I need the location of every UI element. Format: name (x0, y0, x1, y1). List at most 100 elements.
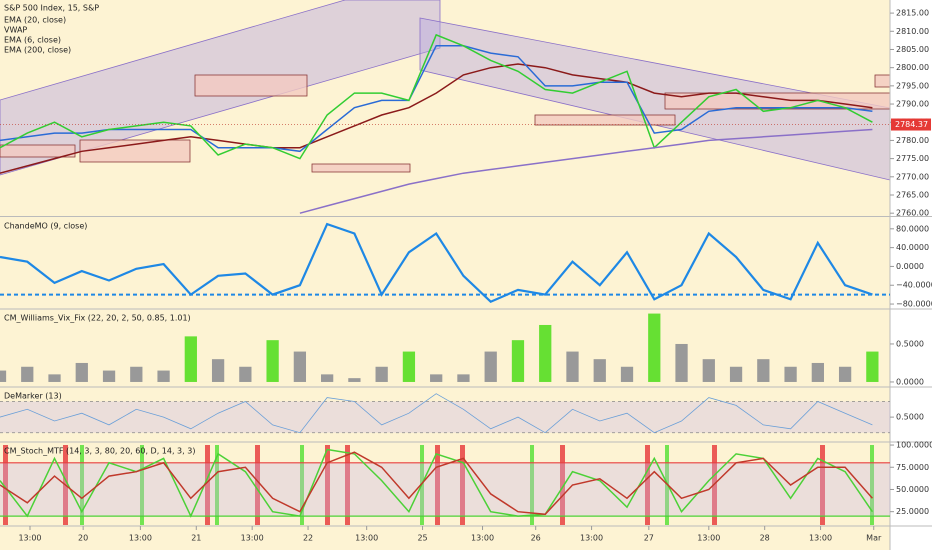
y-tick-label: 2800.00 (896, 63, 929, 72)
level-band (0, 401, 890, 433)
bar (729, 366, 743, 382)
bar (130, 366, 143, 382)
y-tick-label: 2765.00 (896, 190, 929, 199)
signal (820, 445, 825, 525)
legend-entry: EMA (6, close) (4, 36, 61, 45)
y-tick-label: 2760.00 (896, 209, 929, 218)
zone (79, 139, 191, 163)
y-tick-label: 2790.00 (896, 100, 929, 109)
x-tick-label: 27 (644, 534, 654, 543)
bar (348, 378, 361, 382)
bar (102, 370, 116, 382)
bar (838, 366, 852, 382)
signal (530, 445, 534, 525)
bar (375, 366, 388, 382)
series-line (0, 63, 873, 174)
zone (874, 74, 891, 88)
series-line (299, 128, 873, 214)
signal (140, 445, 144, 525)
x-tick-label: 13:00 (241, 534, 264, 543)
y-tick-label: 0.0000 (896, 377, 924, 386)
bar (266, 340, 279, 382)
price-label: 2784.37 (895, 120, 928, 129)
y-tick-label: 80.0000 (896, 224, 929, 233)
y-tick-label: 2780.00 (896, 136, 929, 145)
pane-title: ChandeMO (9, close) (4, 222, 87, 231)
pane-title: DeMarker (13) (4, 392, 62, 401)
bar (75, 362, 88, 382)
signal (255, 445, 260, 525)
series-line (0, 33, 873, 160)
bar (239, 366, 252, 382)
signal (870, 445, 874, 525)
zone (0, 144, 76, 158)
legend-entry: VWAP (4, 26, 27, 35)
y-tick-label: 2775.00 (896, 154, 929, 163)
series-line (0, 45, 873, 153)
y-tick-label: 100.0000 (896, 441, 932, 450)
bar (648, 313, 661, 382)
x-tick-label: 13:00 (809, 534, 832, 543)
zone (194, 74, 308, 97)
zones (0, 74, 891, 173)
y-tick-label: 25.0000 (896, 507, 929, 516)
x-tick-label: 22 (303, 534, 313, 543)
bar (0, 370, 7, 382)
bar (21, 366, 34, 382)
signal (345, 445, 350, 525)
pane-title: CM_Williams_Vix_Fix (22, 20, 2, 50, 0.85… (4, 314, 191, 323)
x-tick-label: 13:00 (697, 534, 720, 543)
bar (811, 362, 824, 382)
bar (211, 359, 225, 382)
bar (484, 351, 497, 382)
bar (675, 343, 688, 382)
y-tick-label: 2815.00 (896, 9, 929, 18)
bar (757, 359, 770, 382)
x-tick-label: 25 (417, 534, 427, 543)
signal (435, 445, 440, 525)
x-tick-label: 13:00 (18, 534, 41, 543)
bar (866, 351, 879, 382)
bar (430, 374, 443, 382)
bar (157, 370, 170, 382)
price-scale (890, 0, 932, 550)
bar (593, 359, 606, 382)
bar (293, 351, 307, 382)
x-tick-label: 13:00 (471, 534, 494, 543)
zone (534, 114, 676, 126)
signal (300, 445, 304, 525)
y-tick-label: 2795.00 (896, 81, 929, 90)
bar (702, 359, 715, 382)
y-tick-label: 40.0000 (896, 243, 929, 252)
legend-entry: EMA (20, close) (4, 16, 66, 25)
series-line (0, 393, 873, 434)
x-tick-label: 13:00 (580, 534, 603, 543)
y-tick-label: 0.5000 (896, 339, 924, 348)
pane-title: S&P 500 Index, 15, S&P (4, 4, 99, 13)
signal (325, 445, 330, 525)
x-tick-label: Mar (866, 534, 882, 543)
bar (539, 324, 552, 382)
signal (80, 445, 84, 525)
signal (560, 445, 565, 525)
y-tick-label: 2770.00 (896, 172, 929, 181)
bar (511, 340, 525, 382)
y-tick-label: 0.0000 (896, 262, 924, 271)
x-tick-label: 20 (78, 534, 88, 543)
series-line (0, 451, 873, 516)
zone (311, 163, 411, 173)
series-line (0, 448, 874, 518)
signal (3, 445, 8, 525)
y-tick-label: 0.5000 (896, 413, 924, 422)
signal (460, 445, 465, 525)
y-tick-label: −80.0000 (896, 300, 932, 309)
signal (645, 445, 650, 525)
bar (620, 366, 634, 382)
signal (205, 445, 210, 525)
bar (566, 351, 579, 382)
bar (784, 366, 797, 382)
y-tick-label: 2810.00 (896, 27, 929, 36)
